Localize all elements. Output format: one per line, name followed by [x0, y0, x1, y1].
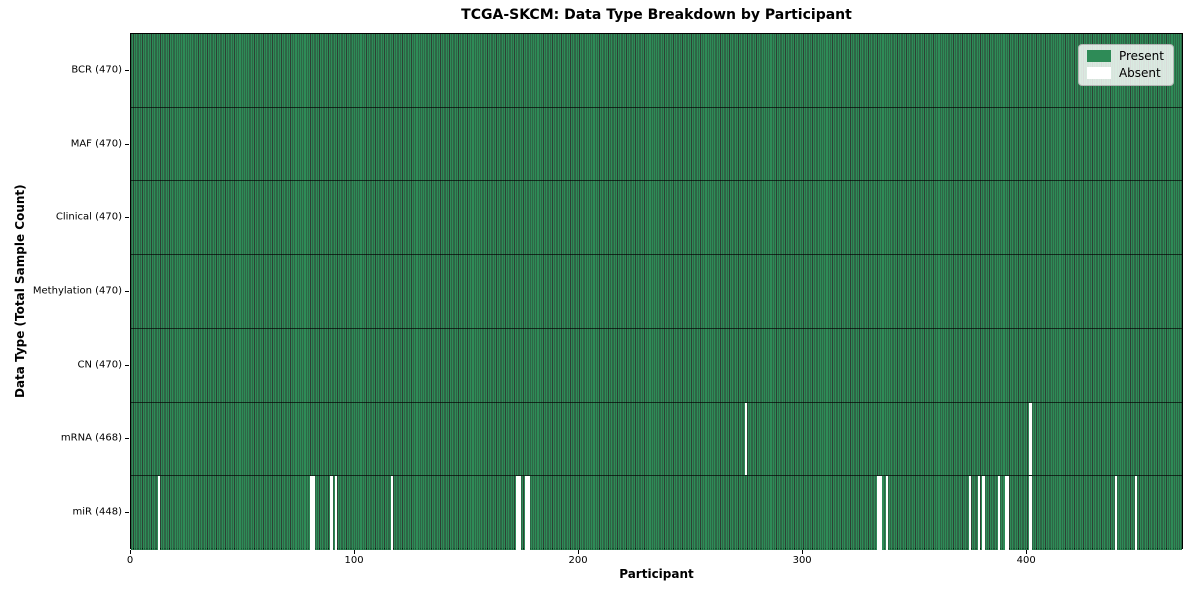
y-tick-label-MAF: MAF (470) — [70, 138, 122, 150]
absent-stripe — [516, 476, 519, 550]
present-swatch — [1086, 50, 1111, 62]
absent-swatch — [1086, 67, 1111, 79]
heatmap-row-miR — [131, 476, 1182, 550]
y-tick-label-mRNA: mRNA (468) — [60, 432, 122, 444]
x-axis-tick — [130, 550, 131, 554]
legend: Present Absent — [1077, 44, 1174, 86]
x-tick-label-300: 300 — [792, 555, 812, 566]
x-axis-tick — [354, 550, 356, 554]
heatmap-row-Methylation — [131, 255, 1182, 329]
absent-stripe — [877, 476, 880, 550]
absent-stripe — [1029, 476, 1032, 550]
absent-stripe — [157, 476, 161, 550]
absent-stripe — [334, 476, 338, 550]
x-axis-tick — [802, 550, 804, 554]
plot-area: Present Absent — [130, 33, 1183, 550]
absent-stripe — [312, 476, 315, 550]
heatmap-row-Clinical — [131, 181, 1182, 256]
y-axis-label: Data Type (Total Sample Count) — [13, 184, 27, 398]
x-tick-label-200: 200 — [568, 555, 588, 566]
absent-stripe — [744, 402, 748, 476]
chart-title: TCGA-SKCM: Data Type Breakdown by Partic… — [461, 7, 852, 23]
heatmap-rows — [131, 34, 1182, 550]
absent-stripe — [518, 476, 521, 550]
y-tick-label-BCR: BCR (470) — [71, 64, 122, 76]
absent-stripe — [982, 476, 985, 550]
absent-stripe — [886, 476, 889, 550]
y-tick-label-miR: miR (448) — [72, 506, 122, 518]
absent-stripe — [1029, 402, 1032, 476]
absent-stripe — [998, 476, 1001, 550]
x-axis-tick — [578, 550, 580, 554]
y-tick-label-CN: CN (470) — [77, 359, 122, 371]
absent-stripe — [310, 476, 313, 550]
y-axis-tick — [125, 512, 129, 514]
y-axis-tick — [125, 364, 129, 366]
y-tick-label-Clinical: Clinical (470) — [55, 211, 122, 223]
absent-stripe — [1004, 476, 1008, 550]
y-axis-tick — [125, 438, 129, 440]
absent-stripe — [525, 476, 528, 550]
absent-stripe — [527, 476, 530, 550]
absent-stripe — [1114, 476, 1117, 550]
x-tick-label-400: 400 — [1016, 555, 1036, 566]
x-axis-tick — [1026, 550, 1028, 554]
legend-label-absent: Absent — [1118, 66, 1161, 80]
absent-stripe — [968, 476, 972, 550]
absent-stripe — [330, 476, 333, 550]
absent-stripe — [1007, 476, 1010, 550]
y-axis-tick — [125, 69, 129, 71]
absent-stripe — [1134, 476, 1138, 550]
absent-stripe — [879, 476, 882, 550]
heatmap-row-CN — [131, 328, 1182, 403]
y-tick-label-Methylation: Methylation (470) — [32, 285, 122, 297]
legend-label-present: Present — [1118, 49, 1164, 63]
y-axis-tick — [125, 291, 129, 292]
x-axis-label: Participant — [619, 567, 694, 581]
absent-stripe — [977, 476, 981, 550]
x-tick-label-100: 100 — [344, 555, 364, 566]
heatmap-row-BCR — [131, 34, 1182, 108]
heatmap-row-mRNA — [131, 402, 1182, 477]
y-axis-tick — [125, 217, 129, 219]
legend-entry-absent: Absent — [1086, 66, 1164, 80]
absent-stripe — [390, 476, 394, 550]
heatmap-row-MAF — [131, 107, 1182, 182]
y-axis-tick — [125, 143, 129, 145]
legend-entry-present: Present — [1086, 49, 1164, 63]
x-tick-label-0: 0 — [126, 555, 134, 566]
